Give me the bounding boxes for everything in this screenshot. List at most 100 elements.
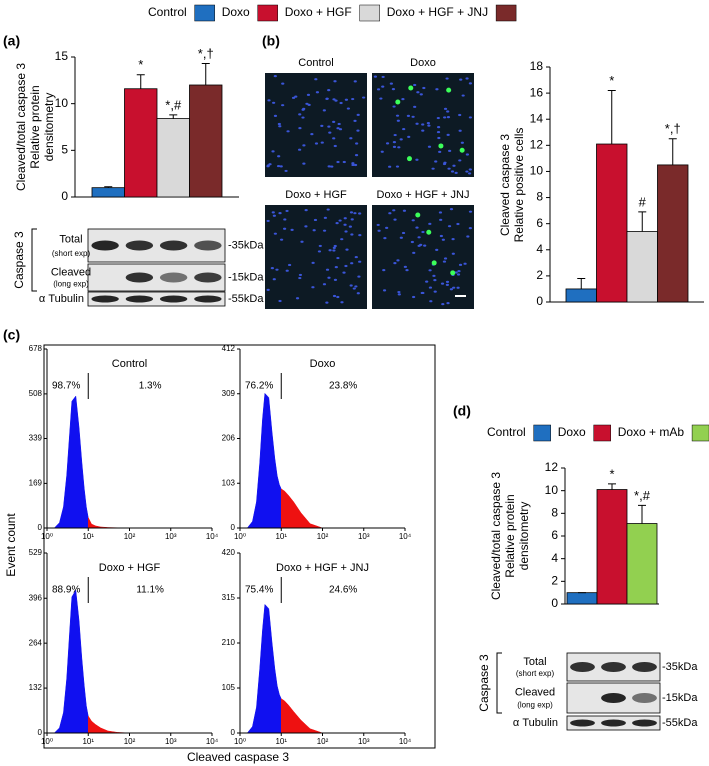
- plot-title: Doxo + HGF + JNJ: [276, 562, 369, 574]
- y-tick-label: 8: [551, 506, 558, 520]
- nucleus: [466, 235, 470, 238]
- nucleus: [351, 163, 355, 167]
- nucleus: [392, 141, 397, 144]
- nucleus: [330, 165, 334, 168]
- nucleus: [373, 75, 377, 78]
- nucleus: [382, 269, 386, 272]
- y-tick-label: 169: [29, 478, 43, 487]
- nucleus: [325, 97, 329, 100]
- blot-row-sublabel: (long exp): [53, 279, 89, 288]
- nucleus: [354, 285, 358, 288]
- blot-row-label: Cleaved: [515, 687, 555, 699]
- legend-swatch: [533, 424, 551, 442]
- histogram-negative: [246, 392, 282, 529]
- nucleus: [283, 218, 287, 221]
- panel-c-frame: [43, 344, 436, 749]
- nucleus: [351, 97, 355, 101]
- nucleus: [358, 234, 362, 237]
- bar: [566, 592, 598, 605]
- nucleus: [353, 119, 357, 122]
- bar: [156, 118, 190, 198]
- y-tick-label: 309: [222, 389, 236, 398]
- nucleus: [298, 127, 302, 130]
- nucleus: [437, 126, 441, 129]
- bar: [91, 187, 125, 198]
- nucleus: [401, 231, 406, 235]
- y-tick-label: 0: [536, 294, 543, 308]
- legend-label: Control: [148, 5, 187, 19]
- nucleus: [458, 113, 462, 117]
- nucleus: [345, 248, 349, 251]
- bar: [565, 288, 597, 303]
- nucleus: [317, 250, 322, 253]
- nucleus: [465, 77, 469, 80]
- nucleus: [388, 165, 392, 168]
- y-tick-label: 0: [231, 728, 236, 737]
- nucleus: [450, 170, 455, 173]
- significance-label: *: [609, 73, 614, 88]
- nucleus: [362, 96, 366, 99]
- y-tick-label: 4: [536, 242, 543, 256]
- nucleus: [468, 116, 473, 119]
- nucleus: [445, 283, 449, 287]
- nucleus: [397, 293, 401, 296]
- nucleus: [439, 218, 443, 221]
- significance-label: *: [138, 57, 143, 72]
- nucleus: [332, 120, 336, 123]
- nucleus: [407, 135, 411, 139]
- blot-protein: Caspase 3: [12, 231, 26, 289]
- nucleus: [443, 116, 447, 119]
- nucleus: [415, 158, 419, 161]
- y-tick-label: 0: [38, 523, 43, 532]
- x-tick-label: 10³: [165, 737, 177, 746]
- x-tick-label: 10²: [124, 532, 136, 541]
- nucleus: [382, 289, 387, 292]
- nucleus: [350, 262, 354, 265]
- nucleus: [451, 252, 455, 255]
- y-tick-label: 12: [545, 460, 559, 474]
- positive-cell: [395, 99, 401, 105]
- x-tick-label: 10³: [165, 532, 177, 541]
- nucleus: [458, 159, 462, 162]
- nucleus: [383, 237, 387, 240]
- nucleus: [422, 86, 426, 90]
- nucleus: [446, 301, 450, 305]
- bar: [596, 489, 628, 605]
- nucleus: [419, 93, 423, 96]
- nucleus: [279, 165, 283, 168]
- nucleus: [273, 114, 278, 117]
- error-bar: [104, 186, 113, 188]
- nucleus: [325, 301, 329, 304]
- nucleus: [411, 219, 415, 222]
- legend-swatch: [257, 4, 278, 22]
- nucleus: [273, 75, 277, 78]
- nucleus: [429, 300, 433, 303]
- positive-cell: [431, 260, 437, 266]
- nucleus: [349, 284, 353, 287]
- nucleus: [397, 290, 401, 294]
- panel-label: (b): [262, 33, 280, 49]
- blot-band: [570, 719, 595, 727]
- nucleus: [357, 275, 361, 278]
- x-tick-label: 10¹: [82, 532, 94, 541]
- nucleus: [381, 75, 385, 79]
- nucleus: [443, 257, 448, 260]
- nucleus: [446, 110, 450, 113]
- nucleus: [454, 271, 458, 274]
- x-axis-label: Cleaved caspase 3: [187, 750, 289, 764]
- y-tick-label: 4: [551, 551, 558, 565]
- nucleus: [439, 234, 443, 238]
- y-axis-label: Event count: [4, 513, 18, 577]
- blot-protein: Caspase 3: [477, 654, 491, 712]
- nucleus: [301, 116, 305, 119]
- blot-band: [601, 662, 626, 672]
- nucleus: [454, 171, 458, 174]
- blot-row-label: Total: [523, 656, 546, 668]
- nucleus: [342, 271, 346, 274]
- nucleus: [334, 266, 338, 269]
- nucleus: [291, 96, 296, 99]
- nucleus: [314, 78, 318, 81]
- nucleus: [358, 260, 362, 263]
- y-tick-label: 0: [61, 189, 68, 203]
- x-tick-label: 10¹: [82, 737, 94, 746]
